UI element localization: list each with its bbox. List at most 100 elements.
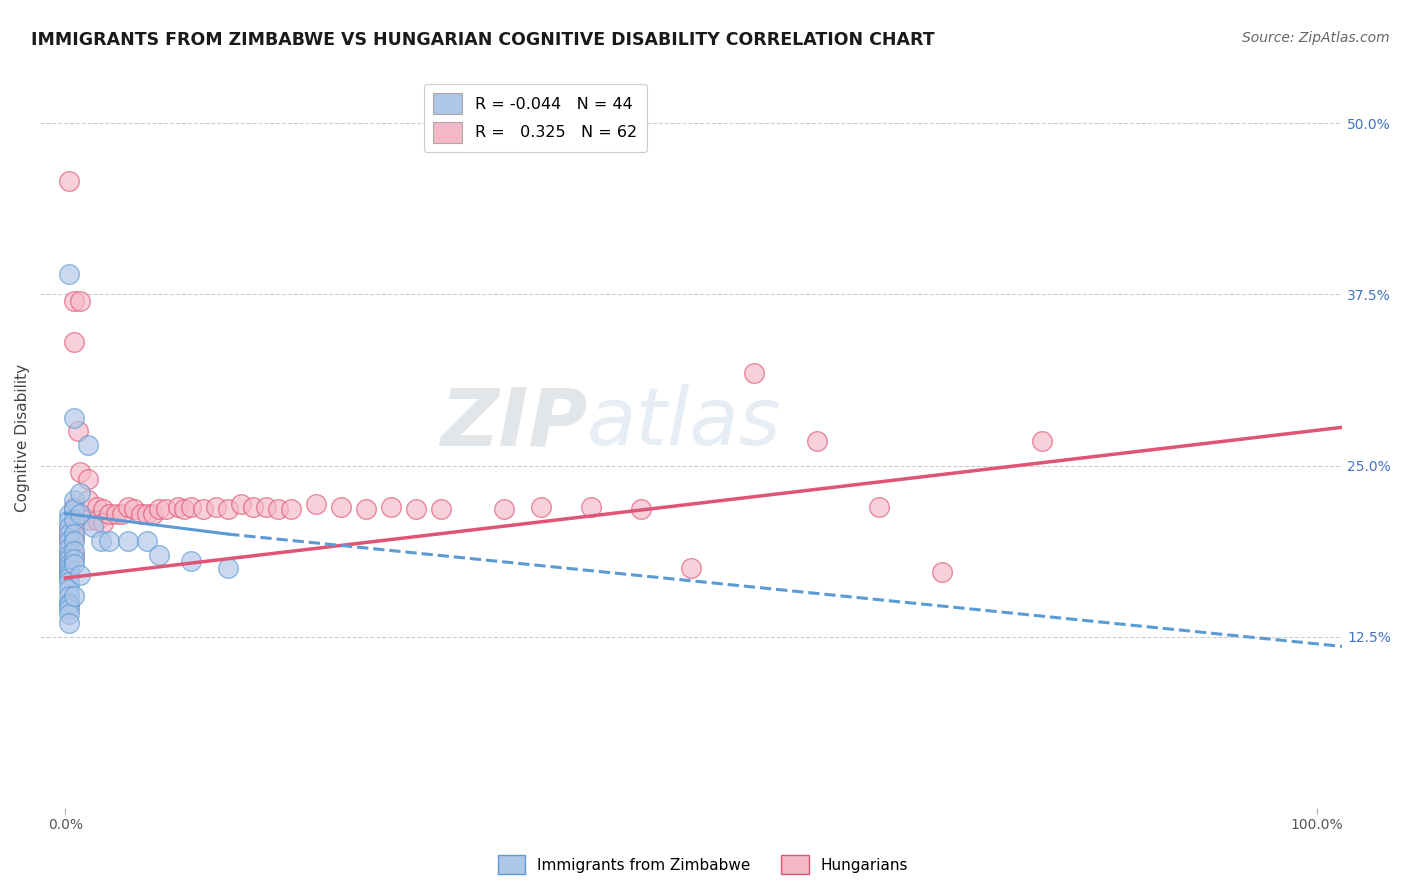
Point <box>58 267 80 281</box>
Point <box>305 497 328 511</box>
Point <box>58 571 80 585</box>
Point <box>98 507 121 521</box>
Point <box>63 502 86 516</box>
Point <box>58 558 80 572</box>
Point <box>63 294 86 309</box>
Text: atlas: atlas <box>588 384 782 462</box>
Point <box>77 472 100 486</box>
Point <box>267 502 290 516</box>
Text: Source: ZipAtlas.com: Source: ZipAtlas.com <box>1241 31 1389 45</box>
Point <box>58 551 80 566</box>
Point <box>1031 434 1053 448</box>
Point <box>63 543 86 558</box>
Point <box>492 502 515 516</box>
Point <box>98 533 121 548</box>
Legend: R = -0.044   N = 44, R =   0.325   N = 62: R = -0.044 N = 44, R = 0.325 N = 62 <box>423 84 647 153</box>
Point <box>63 530 86 544</box>
Point <box>167 500 190 514</box>
Point <box>58 520 80 534</box>
Point <box>66 425 89 439</box>
Point <box>180 500 202 514</box>
Point <box>806 434 828 448</box>
Point <box>681 561 703 575</box>
Point <box>380 500 402 514</box>
Point <box>204 500 226 514</box>
Point <box>69 466 91 480</box>
Point <box>173 502 195 516</box>
Point <box>280 502 302 516</box>
Point <box>142 507 165 521</box>
Point <box>58 596 80 610</box>
Point <box>63 551 86 566</box>
Point <box>69 568 91 582</box>
Point <box>117 533 139 548</box>
Point <box>229 497 252 511</box>
Point <box>111 507 134 521</box>
Point <box>63 558 86 572</box>
Point <box>58 602 80 616</box>
Point <box>63 410 86 425</box>
Point <box>405 502 427 516</box>
Point <box>217 502 239 516</box>
Point <box>58 561 80 575</box>
Point <box>124 502 146 516</box>
Point <box>430 502 453 516</box>
Point <box>530 500 553 514</box>
Point <box>58 568 80 582</box>
Point <box>931 566 953 580</box>
Point <box>58 616 80 631</box>
Point <box>69 507 91 521</box>
Point <box>69 507 91 521</box>
Point <box>63 492 86 507</box>
Point <box>104 507 127 521</box>
Point <box>63 548 86 562</box>
Point <box>58 566 80 580</box>
Point <box>58 527 80 541</box>
Point <box>91 502 114 516</box>
Point <box>77 513 100 527</box>
Point <box>180 554 202 568</box>
Point <box>58 589 80 603</box>
Y-axis label: Cognitive Disability: Cognitive Disability <box>15 364 30 512</box>
Point <box>91 516 114 530</box>
Point <box>58 520 80 534</box>
Point <box>58 533 80 548</box>
Point <box>217 561 239 575</box>
Point <box>254 500 277 514</box>
Point <box>329 500 352 514</box>
Point <box>58 551 80 566</box>
Text: IMMIGRANTS FROM ZIMBABWE VS HUNGARIAN COGNITIVE DISABILITY CORRELATION CHART: IMMIGRANTS FROM ZIMBABWE VS HUNGARIAN CO… <box>31 31 935 49</box>
Point <box>69 486 91 500</box>
Point <box>135 507 157 521</box>
Point <box>89 533 111 548</box>
Point <box>58 533 80 548</box>
Point <box>58 541 80 555</box>
Point <box>86 500 108 514</box>
Point <box>86 513 108 527</box>
Point <box>58 558 80 572</box>
Point <box>742 366 765 380</box>
Point <box>77 492 100 507</box>
Point <box>63 335 86 350</box>
Point <box>868 500 890 514</box>
Point <box>63 513 86 527</box>
Point <box>58 527 80 541</box>
Point <box>63 500 86 514</box>
Point <box>117 500 139 514</box>
Point <box>579 500 602 514</box>
Point <box>58 599 80 613</box>
Point <box>63 533 86 548</box>
Point <box>58 582 80 596</box>
Point <box>58 543 80 558</box>
Point <box>63 527 86 541</box>
Point <box>58 566 80 580</box>
Point <box>148 502 170 516</box>
Point <box>58 507 80 521</box>
Point <box>69 294 91 309</box>
Point <box>82 520 104 534</box>
Point <box>129 507 152 521</box>
Point <box>77 438 100 452</box>
Point <box>58 513 80 527</box>
Point <box>242 500 264 514</box>
Point <box>58 575 80 590</box>
